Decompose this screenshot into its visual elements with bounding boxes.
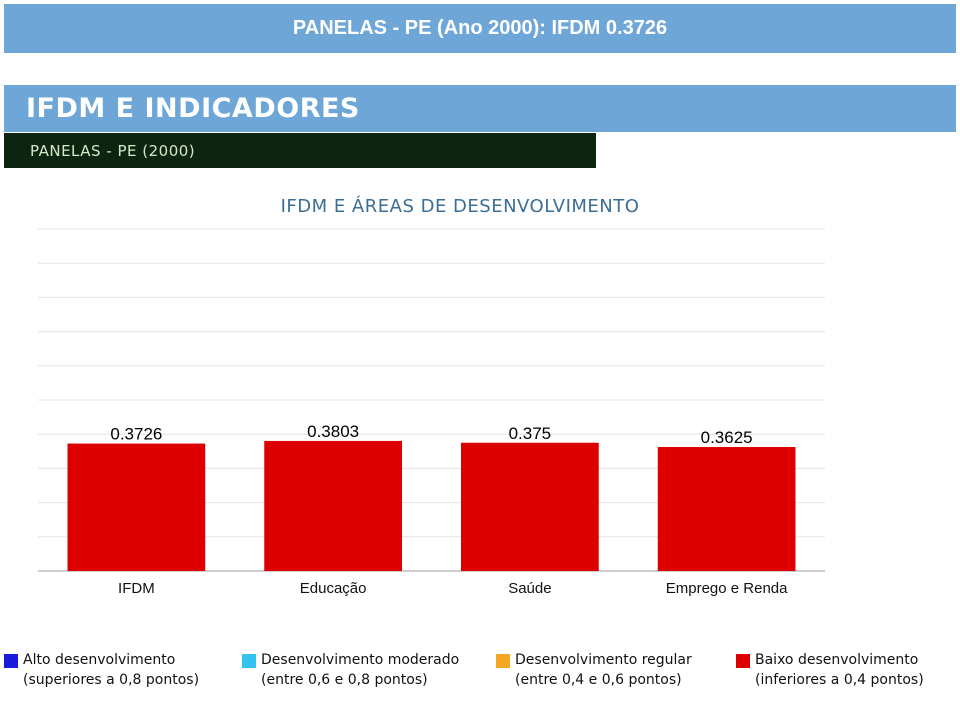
legend-label: Desenvolvimento regular [515, 652, 692, 668]
bar-emprego-e-renda [657, 447, 796, 571]
legend-sublabel: (inferiores a 0,4 pontos) [755, 672, 924, 688]
sub-header: PANELAS - PE (2000) [4, 133, 596, 168]
bar-chart: IFDM E ÁREAS DE DESENVOLVIMENTO 0.3726 0.… [38, 195, 825, 597]
bar-educa-o [264, 440, 402, 571]
legend-swatch-alto [4, 654, 18, 668]
section-subtitle: PANELAS - PE (2000) [30, 141, 196, 160]
top-banner: PANELAS - PE (Ano 2000): IFDM 0.3726 [4, 4, 956, 53]
chart-category-labels: IFDM Educação Saúde Emprego e Renda [118, 580, 788, 597]
legend-item-baixo: Baixo desenvolvimento (inferiores a 0,4 … [736, 650, 924, 690]
legend-item-alto: Alto desenvolvimento (superiores a 0,8 p… [4, 650, 199, 690]
legend: Alto desenvolvimento (superiores a 0,8 p… [0, 650, 960, 710]
legend-label: Alto desenvolvimento [23, 652, 176, 668]
category-label: Saúde [508, 580, 551, 597]
legend-item-moderado: Desenvolvimento moderado (entre 0,6 e 0,… [242, 650, 459, 690]
bar-value-label: 0.375 [509, 424, 552, 443]
category-label: Emprego e Renda [666, 580, 788, 597]
chart-title: IFDM E ÁREAS DE DESENVOLVIMENTO [281, 195, 640, 217]
legend-swatch-moderado [242, 654, 256, 668]
bar-value-label: 0.3803 [307, 422, 359, 441]
bar-ifdm [67, 443, 206, 571]
category-label: IFDM [118, 580, 155, 597]
legend-label: Desenvolvimento moderado [261, 652, 460, 668]
legend-sublabel: (entre 0,6 e 0,8 pontos) [261, 672, 428, 688]
section-title: IFDM E INDICADORES [26, 93, 360, 124]
legend-sublabel: (superiores a 0,8 pontos) [23, 672, 200, 688]
page-title: PANELAS - PE (Ano 2000): IFDM 0.3726 [292, 17, 668, 39]
category-label: Educação [300, 580, 367, 597]
legend-swatch-baixo [736, 654, 750, 668]
legend-sublabel: (entre 0,4 e 0,6 pontos) [515, 672, 682, 688]
legend-item-regular: Desenvolvimento regular (entre 0,4 e 0,6… [496, 650, 692, 690]
chart-value-labels: 0.3726 0.3803 0.375 0.3625 [110, 422, 752, 447]
bar-value-label: 0.3726 [110, 425, 162, 444]
section-header: IFDM E INDICADORES [4, 85, 956, 132]
legend-swatch-regular [496, 654, 510, 668]
legend-label: Baixo desenvolvimento [755, 652, 919, 668]
chart-bars [67, 440, 796, 571]
bar-value-label: 0.3625 [701, 428, 753, 447]
bar-sa-de [461, 442, 599, 571]
